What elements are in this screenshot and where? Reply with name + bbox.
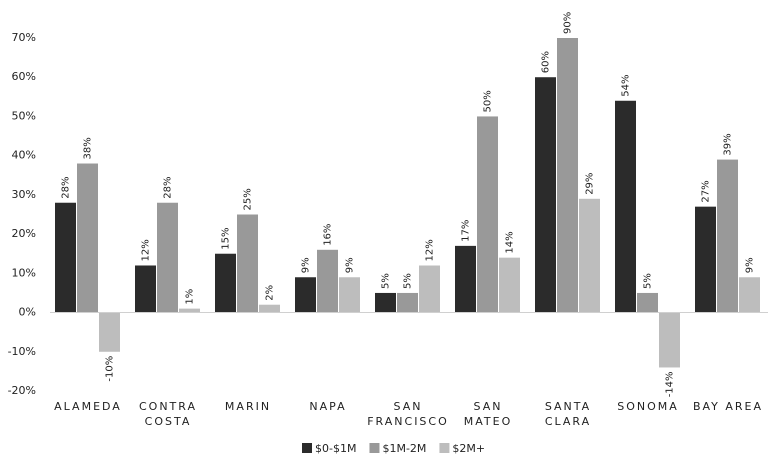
x-tick-label: CONTRA COSTA xyxy=(139,400,197,428)
bar xyxy=(535,77,556,313)
value-label: 9% xyxy=(301,257,312,273)
y-tick-label: -20% xyxy=(8,384,36,397)
value-label: 12% xyxy=(141,239,152,261)
bar xyxy=(637,292,658,313)
value-label: 28% xyxy=(61,176,72,198)
bar xyxy=(455,245,476,313)
value-label: 5% xyxy=(403,273,414,289)
value-label: 90% xyxy=(563,12,574,34)
bar xyxy=(477,116,498,313)
value-label: 9% xyxy=(345,257,356,273)
bar xyxy=(259,304,280,313)
x-tick-label: SANTA CLARA xyxy=(545,400,591,428)
bar xyxy=(419,265,440,313)
legend-label: $1M-2M xyxy=(382,442,426,455)
bar xyxy=(295,277,316,313)
y-tick-label: 0% xyxy=(19,306,36,319)
bar xyxy=(695,206,716,313)
bar xyxy=(579,198,600,313)
bar xyxy=(179,308,200,313)
legend-label: $0-$1M xyxy=(315,442,356,455)
value-label: 29% xyxy=(585,173,596,195)
bar xyxy=(237,214,258,313)
value-label: 25% xyxy=(243,188,254,210)
value-label: 39% xyxy=(723,133,734,155)
value-label: 54% xyxy=(621,75,632,97)
x-tick-label: NAPA xyxy=(309,400,346,413)
y-tick-label: 40% xyxy=(12,149,36,162)
value-label: 17% xyxy=(461,220,472,242)
value-label: -10% xyxy=(105,356,116,382)
x-tick-label: SONOMA xyxy=(617,400,679,413)
y-tick-label: 60% xyxy=(12,70,36,83)
bar xyxy=(339,277,360,313)
bar xyxy=(739,277,760,313)
y-tick-label: 20% xyxy=(12,227,36,240)
bar xyxy=(375,292,396,313)
value-label: 27% xyxy=(701,180,712,202)
bar xyxy=(157,202,178,313)
bar xyxy=(77,163,98,313)
bar xyxy=(499,257,520,313)
plot-area xyxy=(55,38,760,368)
value-label: -14% xyxy=(665,371,676,397)
value-label: 5% xyxy=(643,273,654,289)
x-tick-label: SAN FRANCISCO xyxy=(367,400,449,428)
y-tick-label: 10% xyxy=(12,266,36,279)
value-label: 5% xyxy=(381,273,392,289)
x-tick-label: ALAMEDA xyxy=(54,400,122,413)
bar xyxy=(317,249,338,313)
bar xyxy=(615,100,636,313)
value-label: 16% xyxy=(323,224,334,246)
value-label: 60% xyxy=(541,51,552,73)
x-tick-label: SAN MATEO xyxy=(464,400,513,428)
bar xyxy=(659,312,680,368)
value-label: 15% xyxy=(221,227,232,249)
bar xyxy=(99,312,120,352)
value-label: 2% xyxy=(265,285,276,301)
legend-swatch xyxy=(369,443,380,453)
legend-label: $2M+ xyxy=(452,442,485,455)
bar xyxy=(135,265,156,313)
y-tick-label: -10% xyxy=(8,345,36,358)
bar xyxy=(55,202,76,313)
bar xyxy=(557,38,578,313)
x-tick-label: BAY AREA xyxy=(693,400,763,413)
bar xyxy=(717,159,738,313)
value-label: 14% xyxy=(505,231,516,253)
y-tick-label: 70% xyxy=(12,31,36,44)
x-tick-label: MARIN xyxy=(225,400,271,413)
value-label: 9% xyxy=(745,257,756,273)
value-label: 1% xyxy=(185,289,196,305)
value-label: 28% xyxy=(163,176,174,198)
value-label: 12% xyxy=(425,239,436,261)
bar xyxy=(397,292,418,313)
value-label: 38% xyxy=(83,137,94,159)
y-tick-label: 50% xyxy=(12,109,36,122)
legend-swatch xyxy=(439,443,450,453)
y-tick-label: 30% xyxy=(12,188,36,201)
legend-swatch xyxy=(302,443,312,453)
bar xyxy=(215,253,236,313)
value-label: 50% xyxy=(483,90,494,112)
